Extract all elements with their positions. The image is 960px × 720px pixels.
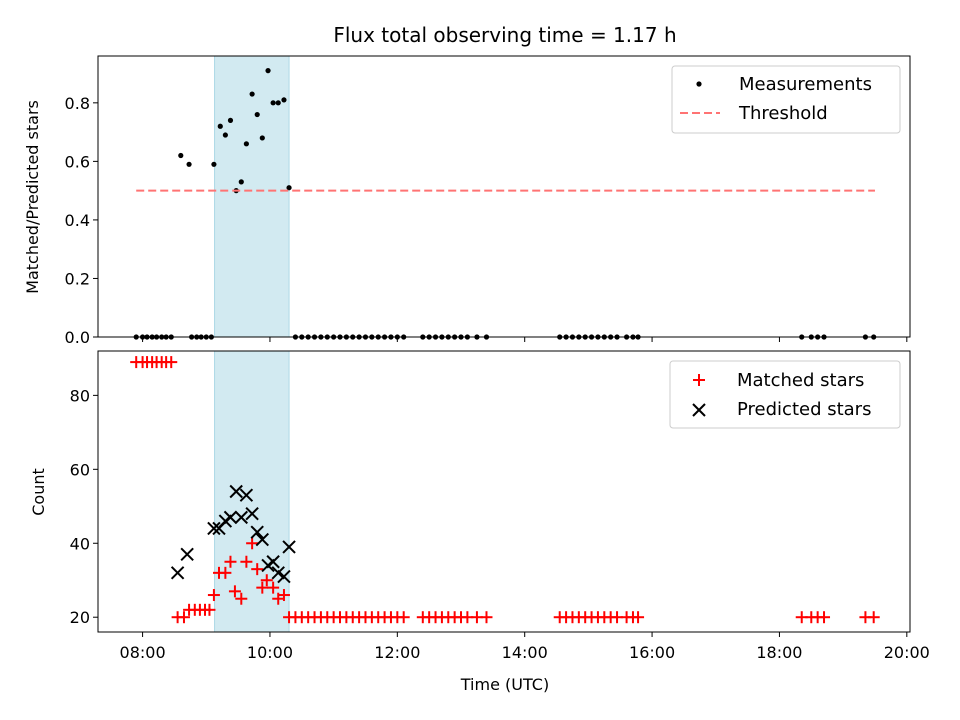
- legend-marker-measurements: [696, 81, 702, 87]
- predicted-stars-point-2: [207, 521, 221, 536]
- top-y-tick-label-4: 0.8: [65, 94, 90, 113]
- measurements-point-17: [222, 132, 228, 138]
- measurements-point-9: [186, 161, 192, 167]
- bottom-y-tick-label-0: 20: [70, 608, 90, 627]
- predicted-stars-point-15: [277, 569, 291, 584]
- top-y-tick-label-1: 0.2: [65, 269, 90, 288]
- measurements-point-20: [238, 179, 244, 185]
- legend-label-predicted: Predicted stars: [737, 399, 871, 420]
- measurements-point-26: [270, 100, 276, 106]
- predicted-stars-point-8: [239, 488, 254, 502]
- matched-stars-point-25: [260, 574, 273, 587]
- matched-stars-point-19: [228, 585, 241, 598]
- x-tick-label-1: 10:00: [247, 643, 293, 662]
- predicted-stars-point-14: [271, 566, 285, 580]
- matched-stars-point-47: [397, 611, 410, 624]
- predicted-stars-point-16: [282, 540, 296, 554]
- matched-stars-point-15: [207, 589, 220, 602]
- legend-label-matched: Matched stars: [737, 370, 864, 391]
- matched-stars-point-9: [177, 611, 190, 624]
- top-y-tick-label-3: 0.6: [65, 152, 90, 171]
- measurements-point-27: [275, 100, 281, 106]
- matched-stars-point-70: [632, 611, 645, 624]
- measurements-point-16: [217, 123, 223, 129]
- x-tick-label-0: 08:00: [120, 643, 166, 662]
- predicted-stars-point-7: [234, 510, 249, 525]
- measurements-point-24: [259, 135, 265, 141]
- matched-stars-point-74: [818, 611, 831, 624]
- x-tick-label-2: 12:00: [374, 643, 420, 662]
- observing-interval-shade-top: [214, 55, 290, 338]
- matched-stars-point-20: [235, 592, 248, 605]
- bottom-panel-frame: [97, 350, 911, 633]
- shaded-interval-bottom: [214, 350, 290, 633]
- bottom-panel-axes: 20 40 60 80 08:00 10:00 12:00 14:00 16:00 18:00 20…: [70, 386, 930, 662]
- measurements-point-8: [178, 152, 184, 159]
- measurements-point-29: [286, 185, 292, 191]
- top-y-tick-label-2: 0.4: [65, 211, 90, 230]
- predicted-stars-point-6: [229, 484, 243, 499]
- bottom-panel: 20 40 60 80 08:00 10:00 12:00 14:00 16:00 18:00 20…: [29, 350, 930, 694]
- top-legend: Measurements Threshold: [671, 65, 901, 134]
- matched-stars-point-21: [240, 555, 253, 568]
- shaded-interval-top: [214, 55, 290, 338]
- matched-stars-point-14: [203, 603, 216, 616]
- legend-marker-matched: [693, 374, 705, 386]
- matched-stars-point-76: [867, 611, 880, 624]
- measurements-point-23: [254, 111, 260, 118]
- predicted-stars-point-5: [223, 510, 238, 525]
- x-tick-label-4: 16:00: [629, 643, 675, 662]
- x-axis-label: Time (UTC): [460, 675, 549, 694]
- bottom-y-tick-label-1: 40: [70, 534, 90, 553]
- top-panel-marks: [133, 68, 877, 340]
- top-y-tick-label-0: 0.0: [65, 328, 90, 347]
- bottom-y-tick-label-3: 80: [70, 386, 90, 405]
- top-panel-frame: [97, 55, 911, 338]
- matched-stars-point-23: [251, 563, 264, 576]
- measurements-point-28: [281, 97, 287, 103]
- top-panel-axes: 0.0 0.2 0.4 0.6 0.8: [65, 94, 908, 347]
- bottom-legend-box: [669, 360, 901, 429]
- matched-stars-point-22: [246, 537, 259, 550]
- observing-interval-shade-bottom: [214, 350, 290, 633]
- bottom-y-tick-label-2: 60: [70, 460, 90, 479]
- chart-title: Flux total observing time = 1.17 h: [333, 23, 676, 47]
- top-y-axis-label: Matched/Predicted stars: [23, 100, 42, 294]
- x-tick-label-5: 18:00: [756, 643, 802, 662]
- bottom-panel-marks: [130, 356, 880, 624]
- bottom-legend: Matched stars Predicted stars: [669, 360, 901, 429]
- legend-label-threshold: Threshold: [738, 103, 828, 124]
- predicted-stars-point-9: [245, 506, 259, 521]
- bottom-y-axis-label: Count: [29, 468, 48, 516]
- x-tick-label-3: 14:00: [502, 643, 548, 662]
- measurements-point-22: [249, 91, 255, 97]
- measurements-point-21: [243, 141, 249, 147]
- matched-stars-point-7: [165, 356, 178, 369]
- legend-marker-predicted: [692, 403, 706, 417]
- x-tick-label-6: 20:00: [884, 643, 930, 662]
- predicted-stars-point-0: [170, 566, 185, 580]
- matched-stars-point-18: [224, 555, 237, 568]
- measurements-point-18: [227, 117, 234, 123]
- legend-label-measurements: Measurements: [739, 74, 872, 95]
- top-legend-box: [671, 65, 901, 134]
- matched-stars-point-57: [480, 611, 493, 624]
- matched-stars-point-24: [256, 581, 269, 594]
- matched-stars-point-26: [267, 581, 280, 594]
- top-panel: 0.00.20.40.60.8 Matched/Predicted stars …: [23, 55, 911, 347]
- predicted-stars-point-10: [250, 525, 264, 539]
- predicted-stars-point-13: [266, 555, 280, 569]
- matched-stars-point-17: [219, 566, 232, 579]
- predicted-stars-point-1: [180, 547, 194, 562]
- predicted-stars-point-11: [255, 532, 270, 547]
- measurements-point-25: [265, 68, 271, 74]
- matched-stars-point-28: [277, 589, 290, 602]
- measurements-point-15: [211, 161, 217, 167]
